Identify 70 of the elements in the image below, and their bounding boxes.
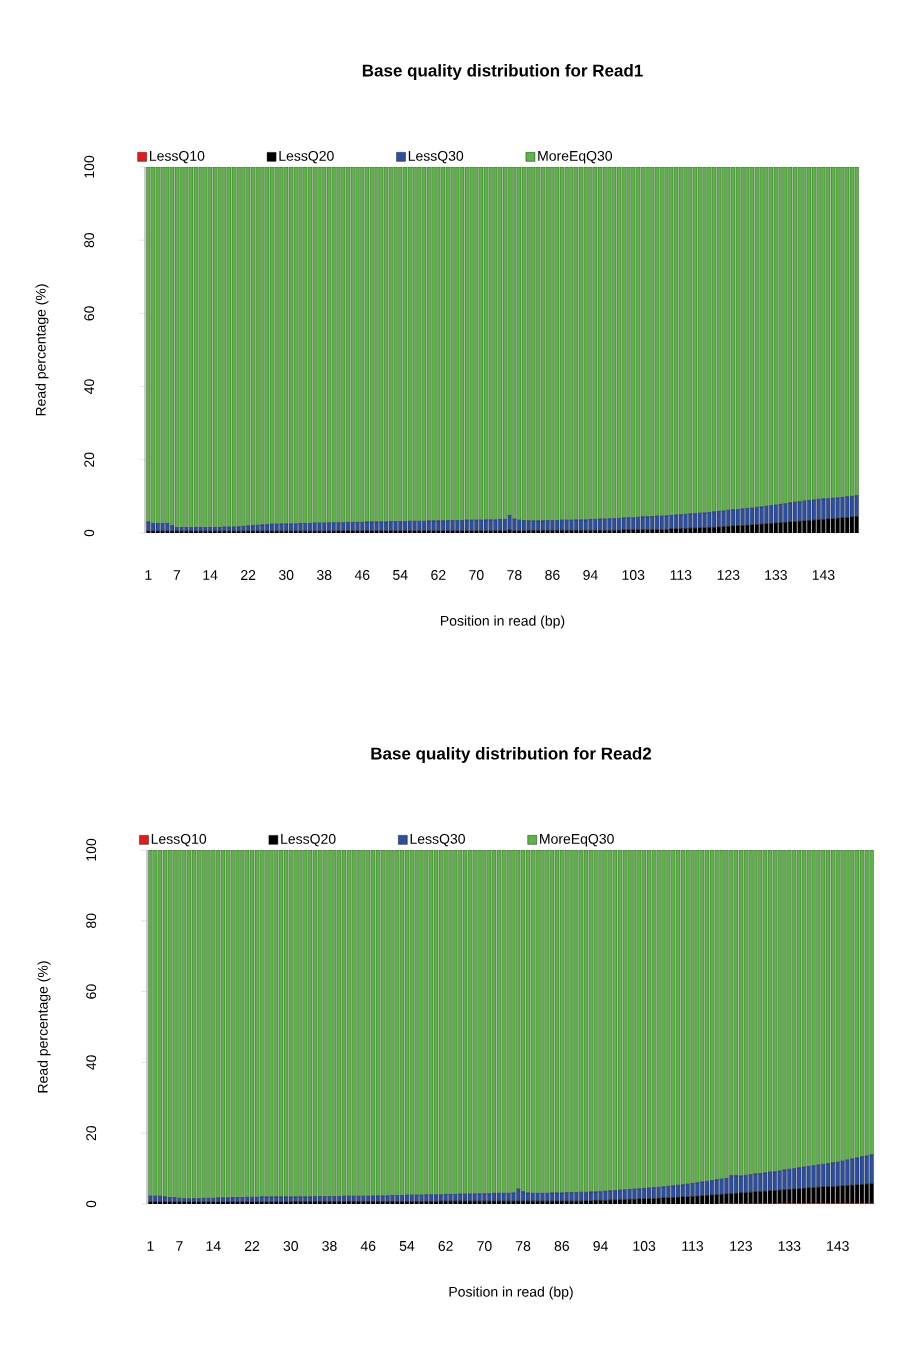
- x-axis-title: Position in read (bp): [441, 615, 565, 629]
- x-tick-label: 123: [717, 570, 740, 580]
- legend-label: LessQ10: [150, 150, 205, 164]
- x-tick-label: 103: [622, 570, 645, 580]
- x-tick-label: 46: [354, 570, 370, 580]
- y-tick-label: 100: [86, 838, 97, 861]
- x-tick-label: 78: [507, 570, 522, 580]
- legend-label: LessQ10: [151, 833, 207, 847]
- x-tick-label: 70: [477, 1241, 492, 1251]
- bar: [312, 850, 318, 1197]
- x-tick-label: 123: [730, 1241, 752, 1251]
- y-tick-label: 40: [86, 1055, 97, 1070]
- bar: [370, 850, 376, 1197]
- x-tick-label: 143: [827, 1241, 849, 1251]
- x-tick-label: 86: [545, 570, 560, 580]
- y-axis-title: Read percentage (%): [35, 284, 49, 416]
- x-tick-label: 94: [583, 570, 598, 580]
- x-tick-label: 22: [244, 1241, 260, 1251]
- legend-label: LessQ30: [408, 150, 464, 164]
- x-tick-label: 62: [431, 570, 446, 580]
- y-axis-title: Read percentage (%): [37, 961, 51, 1093]
- x-axis-title: Position in read (bp): [449, 1286, 573, 1300]
- x-tick-label: 54: [399, 1241, 415, 1251]
- bar: [157, 850, 163, 1197]
- y-tick-label: 80: [84, 232, 95, 248]
- chart-title: Base quality distribution for Read2: [371, 747, 652, 763]
- x-tick-label: 94: [593, 1241, 608, 1251]
- x-tick-label: 1: [145, 570, 152, 580]
- x-tick-label: 86: [554, 1241, 569, 1251]
- bar: [220, 850, 226, 1199]
- x-tick-label: 7: [173, 570, 181, 580]
- legend-label: LessQ30: [410, 833, 465, 847]
- chart-title: Base quality distribution for Read1: [362, 64, 643, 80]
- x-tick-label: 22: [241, 570, 256, 580]
- y-tick-label: 60: [84, 306, 95, 321]
- x-tick-label: 133: [765, 570, 787, 580]
- x-tick-label: 133: [778, 1241, 801, 1251]
- x-tick-label: 46: [360, 1241, 376, 1251]
- x-tick-label: 62: [438, 1241, 453, 1251]
- y-tick-label: 20: [86, 1125, 97, 1141]
- x-tick-label: 38: [316, 570, 332, 580]
- x-tick-label: 70: [469, 570, 484, 580]
- legend-label: MoreEqQ30: [538, 150, 613, 164]
- x-tick-label: 54: [393, 570, 408, 580]
- y-tick-label: 60: [86, 984, 97, 999]
- x-tick-label: 14: [203, 570, 218, 580]
- x-tick-label: 30: [283, 1241, 298, 1251]
- x-tick-label: 143: [812, 570, 835, 580]
- x-tick-label: 103: [633, 1241, 656, 1251]
- y-tick-label: 0: [86, 1200, 97, 1208]
- y-tick-label: 40: [84, 379, 95, 395]
- x-tick-label: 113: [670, 570, 692, 580]
- bar: [191, 850, 197, 1199]
- x-tick-label: 1: [147, 1241, 154, 1251]
- x-tick-label: 7: [176, 1241, 183, 1251]
- x-tick-label: 78: [516, 1241, 531, 1251]
- y-tick-label: 20: [84, 452, 95, 467]
- bar: [341, 850, 347, 1197]
- legend-label: LessQ20: [279, 150, 334, 164]
- y-tick-label: 100: [84, 155, 95, 178]
- x-tick-label: 113: [682, 1241, 704, 1251]
- legend-label: LessQ20: [281, 833, 336, 847]
- x-tick-label: 14: [206, 1241, 221, 1251]
- legend-label: MoreEqQ30: [540, 833, 614, 847]
- x-tick-label: 38: [322, 1241, 337, 1251]
- bar: [278, 850, 284, 1198]
- y-tick-label: 80: [86, 913, 97, 928]
- bar: [249, 850, 255, 1198]
- x-tick-label: 30: [278, 570, 294, 580]
- y-tick-label: 0: [84, 529, 95, 537]
